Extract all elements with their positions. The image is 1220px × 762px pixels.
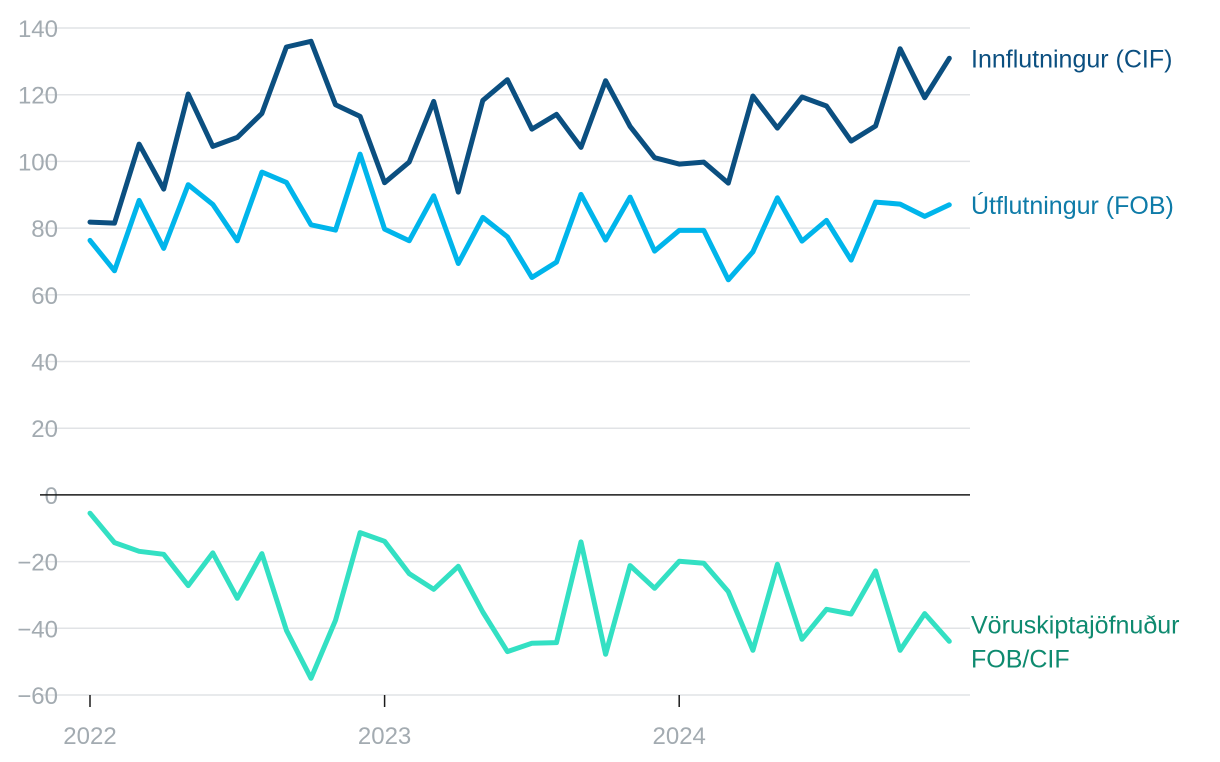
y-tick-label: −60 — [17, 683, 58, 710]
series-line-2 — [87, 510, 952, 681]
series-label: Innflutningur (CIF) — [971, 45, 1172, 73]
series-label: FOB/CIF — [971, 645, 1070, 673]
y-tick-label: −20 — [17, 550, 58, 577]
x-tick-label: 2022 — [63, 723, 116, 750]
y-tick-label: 100 — [18, 149, 58, 176]
y-tick-label: 120 — [18, 83, 58, 110]
y-tick-label: −40 — [17, 616, 58, 643]
x-tick-label: 2024 — [653, 723, 706, 750]
series-line-0 — [87, 38, 952, 226]
series-lines — [87, 38, 952, 681]
x-tick-label: 2023 — [358, 723, 411, 750]
y-tick-label: 140 — [18, 16, 58, 43]
y-tick-label: 60 — [31, 283, 58, 310]
grid-lines — [40, 27, 970, 696]
series-line-1 — [87, 151, 952, 283]
y-tick-label: 80 — [31, 216, 58, 243]
series-label: Útflutningur (FOB) — [971, 191, 1174, 220]
y-tick-label: 20 — [31, 416, 58, 443]
series-label: Vöruskiptajöfnuður — [971, 611, 1179, 639]
y-tick-label: 40 — [31, 350, 58, 377]
y-tick-label: 0 — [45, 483, 58, 510]
series-labels: Innflutningur (CIF) Útflutningur (FOB) Vör… — [971, 45, 1179, 673]
